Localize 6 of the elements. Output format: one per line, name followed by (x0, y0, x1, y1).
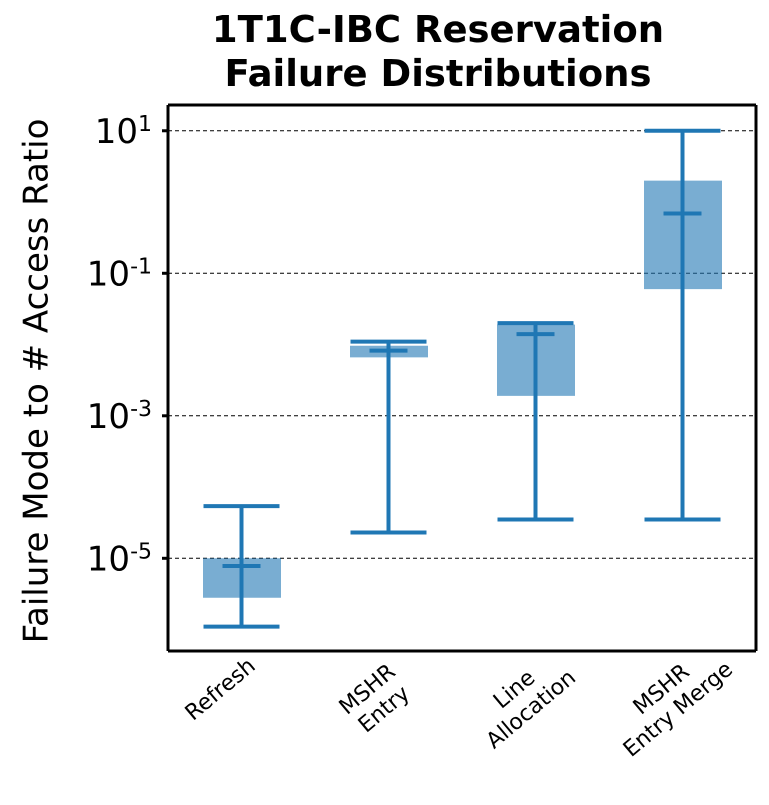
y-tick-label: 10$^{-3}$ (86, 396, 152, 437)
chart-title: 1T1C-IBC Reservation Failure Distributions (210, 8, 666, 96)
y-tick-label: 10$^{1}$ (94, 111, 152, 152)
y-tick-label: 10$^{-1}$ (86, 254, 152, 294)
y-tick-label: 10$^{-5}$ (86, 538, 152, 580)
y-axis-title: Failure Mode to # Access Ratio (16, 118, 56, 644)
